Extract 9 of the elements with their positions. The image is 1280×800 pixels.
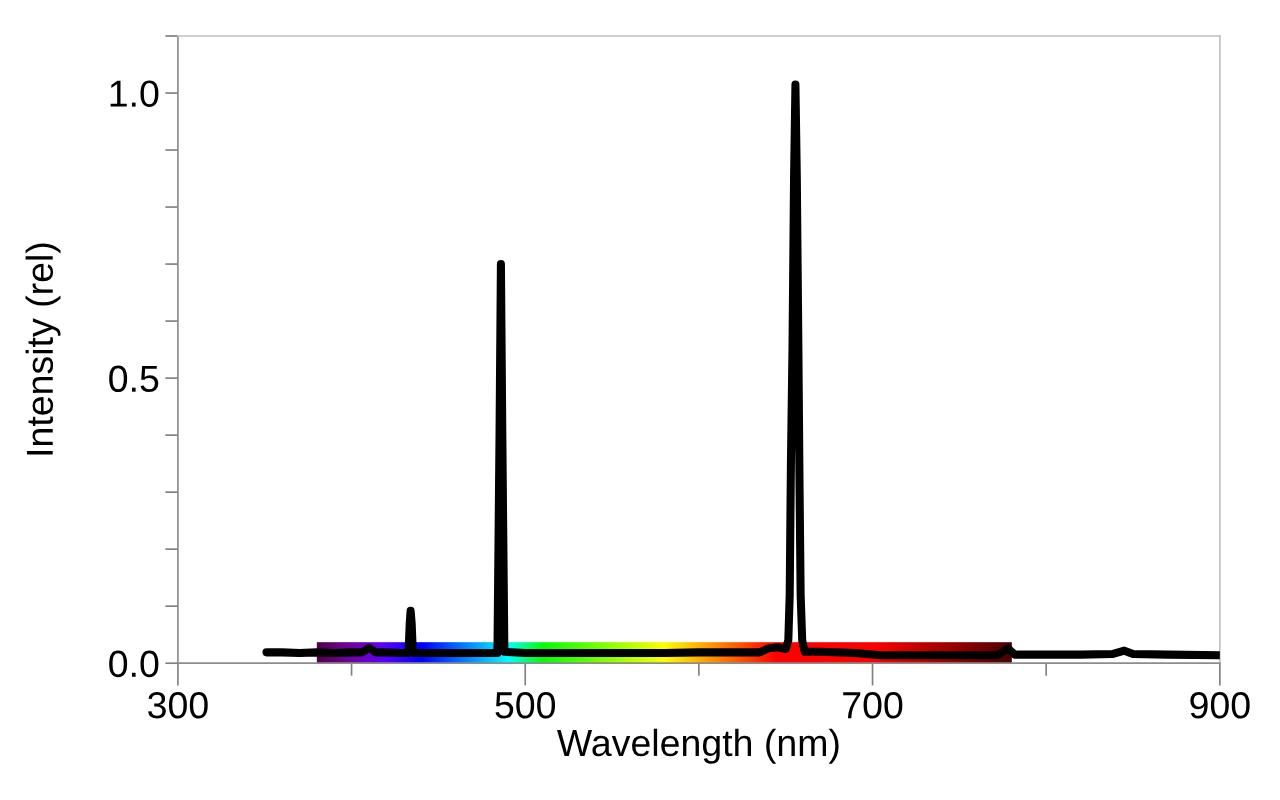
y-axis-title: Intensity (rel) (25, 243, 61, 455)
x-axis-title: Wavelength (nm) (557, 728, 839, 764)
y-tick-label: 0.5 (109, 365, 159, 393)
x-tick-label: 900 (1190, 691, 1250, 719)
x-tick-label: 500 (495, 691, 556, 719)
y-tick-label: 0.0 (109, 650, 159, 678)
x-tick-label: 300 (148, 691, 208, 719)
y-tick-label: 1.0 (110, 80, 159, 107)
x-tick-label: 700 (843, 691, 903, 719)
